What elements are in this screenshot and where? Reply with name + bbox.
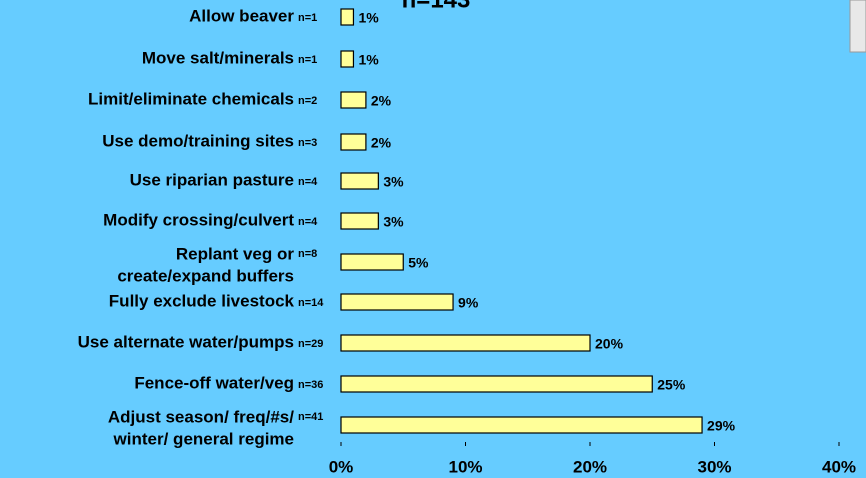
- value-label: 2%: [371, 93, 392, 109]
- category-label: Modify crossing/culvert: [103, 210, 294, 229]
- value-label: 20%: [595, 336, 624, 352]
- bar: [340, 416, 703, 434]
- n-label: n=41: [298, 411, 323, 423]
- value-label: 25%: [657, 377, 686, 393]
- category-label: Allow beaver: [189, 6, 294, 25]
- n-label: n=8: [298, 248, 317, 260]
- value-label: 9%: [458, 295, 479, 311]
- value-label: 2%: [371, 135, 392, 151]
- value-label: 5%: [408, 255, 429, 271]
- x-tick-label: 20%: [573, 457, 607, 476]
- n-label: n=3: [298, 137, 317, 149]
- x-tick-label: 30%: [697, 457, 731, 476]
- category-label: Adjust season/ freq/#s/: [108, 407, 294, 426]
- category-label: winter/ general regime: [113, 429, 294, 448]
- category-label: Use demo/training sites: [102, 131, 294, 150]
- bar: [340, 8, 355, 26]
- category-label: Limit/eliminate chemicals: [88, 89, 294, 108]
- category-label: Replant veg or: [176, 244, 294, 263]
- value-label: 3%: [383, 174, 404, 190]
- bar: [340, 253, 404, 271]
- bar: [340, 293, 454, 311]
- x-tick-label: 0%: [329, 457, 354, 476]
- value-label: 1%: [358, 10, 379, 26]
- corner-image: [849, 0, 866, 53]
- bar: [340, 212, 379, 230]
- n-label: n=1: [298, 12, 317, 24]
- value-label: 1%: [358, 52, 379, 68]
- bar: [340, 50, 355, 68]
- n-label: n=4: [298, 216, 318, 228]
- n-label: n=1: [298, 54, 317, 66]
- chart-title: n=143: [402, 0, 471, 13]
- category-label: create/expand buffers: [117, 266, 294, 285]
- bar: [340, 172, 379, 190]
- n-label: n=4: [298, 176, 318, 188]
- n-label: n=14: [298, 297, 324, 309]
- bar: [340, 334, 591, 352]
- x-tick-label: 40%: [822, 457, 856, 476]
- value-label: 3%: [383, 214, 404, 230]
- bar: [340, 91, 367, 109]
- n-label: n=29: [298, 338, 323, 350]
- bar: [340, 375, 653, 393]
- n-label: n=36: [298, 379, 323, 391]
- value-label: 29%: [707, 418, 736, 434]
- category-label: Fully exclude livestock: [109, 291, 295, 310]
- n-label: n=2: [298, 95, 317, 107]
- category-label: Use alternate water/pumps: [78, 332, 294, 351]
- bar: [340, 133, 367, 151]
- x-tick-label: 10%: [448, 457, 482, 476]
- category-label: Move salt/minerals: [142, 48, 294, 67]
- category-label: Fence-off water/veg: [134, 373, 294, 392]
- category-label: Use riparian pasture: [130, 170, 294, 189]
